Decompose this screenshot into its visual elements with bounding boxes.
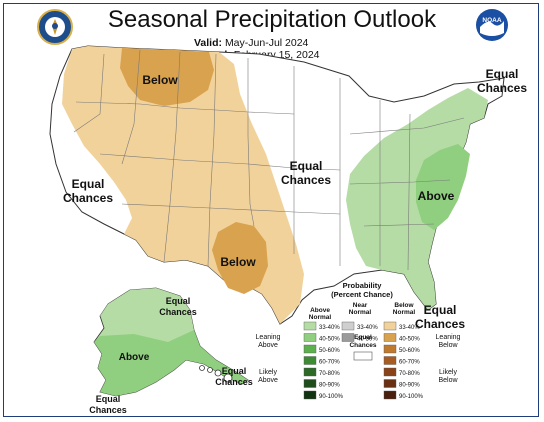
legend-below-bin-label: 50-60% (399, 348, 420, 354)
legend-above-swatch (303, 344, 317, 354)
legend-title-2: (Percent Chance) (331, 290, 393, 299)
legend-above-bin-label: 50-60% (319, 348, 340, 354)
valid-label: Valid: (194, 37, 223, 49)
alaska-above-region (94, 330, 248, 396)
legend-below-swatch (383, 379, 397, 388)
legend-below-bin-label: 70-80% (399, 371, 420, 377)
legend-above-bin-label: 80-90% (319, 383, 340, 389)
legend-below-column: 33-40% 40-50% 50-60% 60-70% 70-80% 80-90% 90-1… (383, 321, 424, 400)
equal-label-fl-1: Equal (424, 303, 457, 317)
legend-near-swatch (341, 321, 355, 331)
legend-likely-below-1: Likely (439, 369, 457, 376)
legend-leaning-above-1: Leaning (256, 334, 281, 341)
page-title: Seasonal Precipitation Outlook (107, 6, 437, 33)
commerce-seal-icon (37, 9, 73, 45)
legend-above-swatch (303, 367, 317, 377)
legend-below-swatch (383, 367, 397, 377)
alaska-equal-label-s-2: Chances (89, 405, 127, 415)
legend-likely-above-1: Likely (259, 369, 277, 376)
legend-title-1: Probability (343, 281, 383, 290)
legend-above-swatch (303, 390, 317, 400)
legend-near-normal-2: Normal (349, 309, 372, 316)
alaska-above-label: Above (119, 352, 150, 363)
legend-below-bin-label: 33-40% (399, 325, 420, 331)
legend-below-bin-label: 90-100% (399, 394, 424, 400)
noaa-logo-icon: NOAA (476, 9, 508, 41)
outlook-frame: Seasonal Precipitation Outlook Valid: Ma… (3, 3, 539, 417)
legend-above-normal-2: Normal (309, 314, 332, 321)
legend-above-bin-label: 60-70% (319, 360, 340, 366)
legend-below-bin-label: 40-50% (399, 337, 420, 343)
legend-equal-chances-swatch (353, 351, 373, 361)
legend-below-bin-label: 80-90% (399, 383, 420, 389)
legend-near-bin-label: 40-50% (357, 337, 378, 343)
valid-value: May-Jun-Jul 2024 (224, 37, 309, 49)
valid-line: Valid: May-Jun-Jul 2024 (194, 37, 308, 49)
legend-below-normal-1: Below (394, 302, 414, 309)
outlook-map: Below Below Equal Chances Equal Chances … (49, 45, 527, 415)
legend-below-swatch (383, 344, 397, 354)
alaska-equal-label-n-1: Equal (166, 296, 191, 306)
legend-above-swatch (303, 321, 317, 331)
hawaii-equal-label-1: Equal (222, 366, 247, 376)
legend-equal-chances-2: Chances (349, 342, 376, 349)
legend-leaning-below-1: Leaning (436, 334, 461, 341)
legend-below-normal-2: Normal (393, 309, 416, 316)
legend-equal-chances-1: Equal (354, 334, 372, 341)
equal-label-central-2: Chances (281, 173, 331, 187)
legend-likely-above-2: Above (258, 377, 278, 384)
hawaii-equal-label-2: Chances (215, 377, 253, 387)
legend-above-bin-label: 90-100% (319, 394, 344, 400)
region-labels: Below Below Equal Chances Equal Chances … (63, 67, 527, 415)
legend-below-bin-label: 60-70% (399, 360, 420, 366)
below-label-north: Below (142, 73, 178, 87)
noaa-logo-text: NOAA (482, 17, 501, 24)
above-medium-region-east (416, 144, 470, 230)
legend-near-normal-1: Near (353, 302, 368, 309)
below-label-south: Below (220, 255, 256, 269)
legend-below-swatch (383, 356, 397, 365)
hawaii-islands (199, 365, 233, 383)
below-medium-region-south (212, 222, 268, 294)
equal-label-central-1: Equal (290, 159, 323, 173)
state-boundaries (73, 49, 465, 271)
equal-label-fl-2: Chances (415, 317, 465, 331)
legend-below-swatch (383, 333, 397, 342)
equal-label-ne-1: Equal (486, 67, 519, 81)
alaska-north-region (100, 288, 194, 342)
legend-above-bin-label: 33-40% (319, 325, 340, 331)
legend-likely-below-2: Below (438, 377, 458, 384)
below-medium-region-north (120, 48, 214, 106)
legend-above-swatch (303, 379, 317, 388)
legend-above-swatch (303, 356, 317, 365)
legend-above-column: 33-40% 40-50% 50-60% 60-70% 70-80% 80-90% 90-1… (303, 321, 344, 400)
legend-near-swatch (341, 333, 355, 342)
above-label-east: Above (418, 189, 455, 203)
legend-near-bin-label: 33-40% (357, 325, 378, 331)
equal-label-west-2: Chances (63, 191, 113, 205)
legend-below-swatch (383, 321, 397, 331)
legend-leaning-above-2: Above (258, 342, 278, 349)
legend-leaning-below-2: Below (438, 342, 458, 349)
legend-below-swatch (383, 390, 397, 400)
legend: Probability (Percent Chance) Above Norma… (256, 281, 461, 400)
legend-above-bin-label: 40-50% (319, 337, 340, 343)
equal-label-west-1: Equal (72, 177, 105, 191)
legend-near-column: 33-40% 40-50% (341, 321, 378, 343)
alaska-equal-label-n-2: Chances (159, 307, 197, 317)
equal-label-ne-2: Chances (477, 81, 527, 95)
alaska-equal-label-s-1: Equal (96, 394, 121, 404)
legend-above-swatch (303, 333, 317, 342)
legend-above-normal-1: Above (310, 307, 330, 314)
legend-above-bin-label: 70-80% (319, 371, 340, 377)
